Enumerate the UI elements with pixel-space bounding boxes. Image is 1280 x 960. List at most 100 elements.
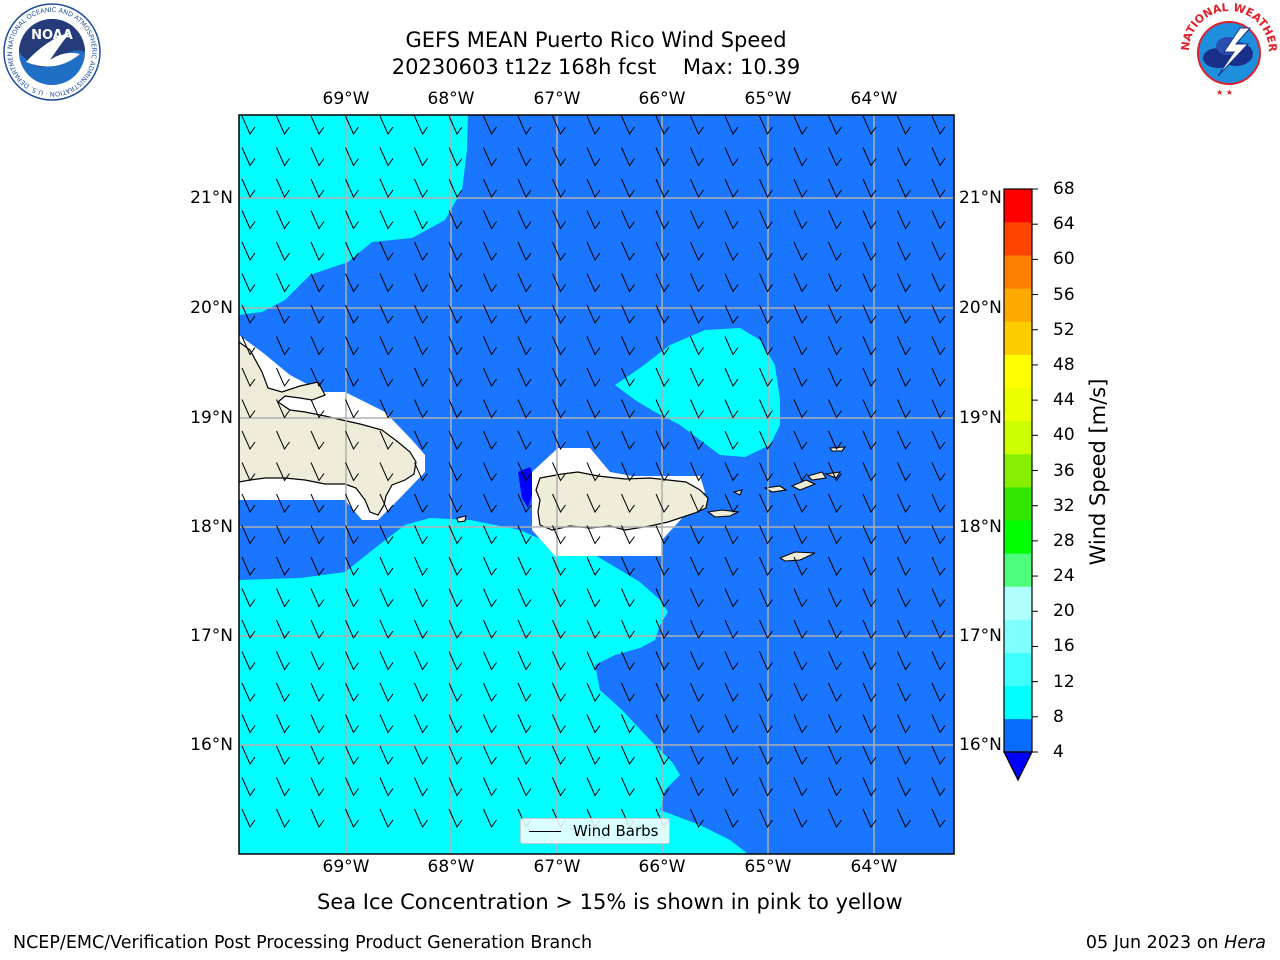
wind-barb	[793, 588, 808, 608]
wind-barb	[621, 367, 635, 388]
wind-barb	[414, 430, 428, 451]
wind-barb	[483, 273, 497, 293]
wind-field-low-patch	[518, 467, 535, 508]
wind-barb	[310, 178, 325, 199]
wind-barb	[586, 304, 601, 325]
colorbar-tick-label: 60	[1053, 249, 1075, 270]
wind-barb	[276, 210, 290, 230]
wind-barb	[931, 525, 946, 545]
wind-barb	[621, 493, 635, 514]
wind-barb	[931, 304, 946, 325]
lat-label-left: 19°N	[190, 408, 233, 428]
wind-barb	[379, 714, 394, 734]
wind-barb	[793, 273, 808, 293]
wind-barb	[379, 588, 394, 608]
wind-barb	[448, 588, 463, 608]
wind-barb	[793, 714, 808, 734]
wind-barb	[345, 745, 359, 766]
wind-barb	[483, 556, 497, 577]
wind-barb	[276, 588, 290, 608]
wind-barb	[690, 147, 704, 167]
wind-barb	[483, 714, 497, 734]
lat-label-left: 21°N	[190, 188, 233, 208]
wind-barb	[828, 745, 842, 766]
wind-barb	[310, 241, 325, 262]
wind-barb	[483, 178, 497, 199]
wind-barb	[690, 462, 704, 482]
wind-barb	[379, 147, 394, 167]
wind-barb	[517, 430, 532, 451]
wind-barb	[621, 714, 635, 734]
wind-barb	[517, 714, 532, 734]
wind-barb	[793, 462, 808, 482]
wind-barb	[310, 556, 325, 577]
wind-barb	[345, 588, 359, 608]
wind-barb	[724, 115, 739, 136]
wind-barb	[448, 682, 463, 703]
wind-barb	[414, 556, 428, 577]
wind-barb	[448, 115, 463, 136]
wind-field-ne-region	[615, 328, 780, 457]
wind-barb	[345, 651, 359, 671]
wind-barb	[759, 714, 773, 734]
wind-barb	[414, 462, 428, 482]
wind-barb	[621, 430, 635, 451]
wind-barb	[828, 147, 842, 167]
wind-barb	[931, 777, 946, 797]
colorbar-segment	[1004, 553, 1032, 587]
colorbar-segment	[1004, 288, 1032, 322]
wind-barb	[414, 588, 428, 608]
wind-barb	[897, 273, 911, 293]
colorbar-segment	[1004, 652, 1032, 687]
colorbar-tick-label: 52	[1053, 319, 1075, 340]
wind-barb	[552, 178, 566, 199]
wind-barb	[276, 147, 290, 167]
colorbar-segment	[1004, 520, 1032, 554]
wind-barb	[552, 273, 566, 293]
wind-barb	[793, 210, 808, 230]
colorbar-segment	[1004, 487, 1032, 521]
wind-barb	[828, 210, 842, 230]
wind-barb	[828, 115, 842, 136]
footer-credit: NCEP/EMC/Verification Post Processing Pr…	[13, 933, 593, 953]
wind-barb	[759, 178, 773, 199]
colorbar-tick-label: 12	[1053, 671, 1075, 692]
wind-barb	[724, 493, 739, 514]
wind-barb	[828, 304, 842, 325]
wind-barb	[517, 745, 532, 766]
wind-barb	[586, 777, 601, 797]
wind-barb	[379, 651, 394, 671]
wind-barb	[345, 115, 359, 136]
wind-barb	[310, 525, 325, 545]
wind-barb	[897, 178, 911, 199]
colorbar-segment	[1004, 718, 1032, 753]
wind-barb	[690, 399, 704, 419]
land-puerto-rico	[535, 471, 709, 531]
wind-barb	[828, 588, 842, 608]
wind-barb	[586, 556, 601, 577]
lon-label-bottom: 64°W	[850, 857, 898, 877]
wind-barb	[414, 147, 428, 167]
wind-barb	[724, 210, 739, 230]
star-icon: ★ ★	[1216, 88, 1233, 97]
wind-barb	[276, 777, 290, 797]
wind-barb	[724, 556, 739, 577]
wind-barb	[241, 462, 256, 482]
wind-barb	[586, 619, 601, 640]
wind-barb	[276, 241, 290, 262]
wind-barb	[483, 493, 497, 514]
colorbar-tick-label: 24	[1053, 566, 1075, 587]
wind-barb	[655, 682, 670, 703]
wind-barb	[690, 745, 704, 766]
wind-barb	[483, 745, 497, 766]
wind-barb	[517, 210, 532, 230]
wind-barb	[724, 241, 739, 262]
wind-barb	[448, 147, 463, 167]
colorbar-segment	[1004, 255, 1032, 289]
wind-barb	[586, 682, 601, 703]
wind-barb	[931, 619, 946, 640]
wind-barb	[483, 367, 497, 388]
wind-barb	[759, 210, 773, 230]
nws-logo: NATIONAL WEATHER SERVICE ★ ★	[1174, 0, 1280, 102]
